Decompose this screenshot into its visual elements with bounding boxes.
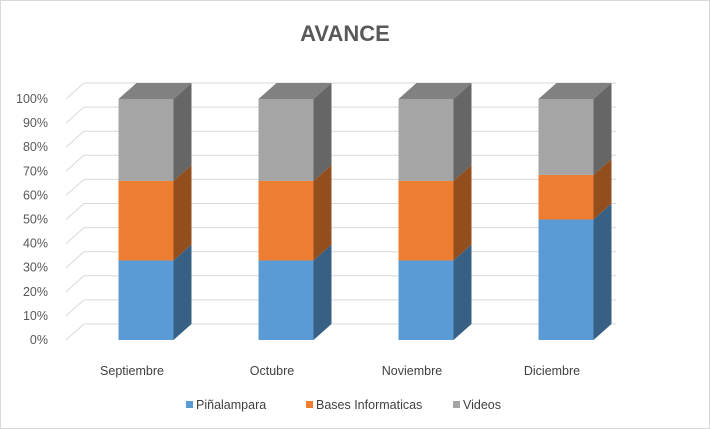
bar-segment [538, 158, 612, 220]
y-tick-label: 50% [23, 213, 48, 227]
bar-segment [118, 244, 192, 340]
legend-swatch [453, 401, 460, 408]
legend-label: Piñalampara [196, 398, 266, 412]
bar-segment [258, 83, 332, 181]
bar-segment [538, 203, 612, 340]
bar-segment [118, 83, 192, 181]
legend-item: Piñalampara [186, 398, 266, 412]
legend: Piñalampara Bases Informaticas Videos [186, 398, 501, 412]
y-tick-label: 80% [23, 140, 48, 154]
bar-segment [398, 83, 472, 181]
legend-item: Videos [453, 398, 501, 412]
bar-segment [538, 83, 612, 175]
legend-swatch [306, 401, 313, 408]
legend-label: Videos [463, 398, 501, 412]
bar-segment [258, 244, 332, 340]
y-tick-label: 10% [23, 309, 48, 323]
bar-segment [398, 164, 472, 261]
y-tick-label: 100% [16, 92, 48, 106]
y-tick-label: 40% [23, 237, 48, 251]
legend-label: Bases Informaticas [316, 398, 422, 412]
bar-layer [118, 83, 612, 340]
x-category-label: Septiembre [100, 364, 164, 378]
bar-segment [118, 164, 192, 261]
legend-item: Bases Informaticas [306, 398, 422, 412]
x-axis-categories: Septiembre Octubre Noviembre Diciembre [100, 364, 580, 378]
x-category-label: Noviembre [382, 364, 442, 378]
x-category-label: Octubre [250, 364, 295, 378]
y-tick-label: 90% [23, 116, 48, 130]
y-tick-label: 70% [23, 164, 48, 178]
y-tick-label: 0% [30, 333, 48, 347]
legend-swatch [186, 401, 193, 408]
bar-segment [398, 244, 472, 340]
chart-title: AVANCE [300, 21, 390, 46]
y-axis-ticks: 0% 10% 20% 30% 40% 50% 60% 70% 80% 90% 100% [16, 92, 48, 347]
y-tick-label: 60% [23, 188, 48, 202]
bar-segment [258, 164, 332, 261]
y-tick-label: 30% [23, 261, 48, 275]
x-category-label: Diciembre [524, 364, 580, 378]
y-tick-label: 20% [23, 285, 48, 299]
